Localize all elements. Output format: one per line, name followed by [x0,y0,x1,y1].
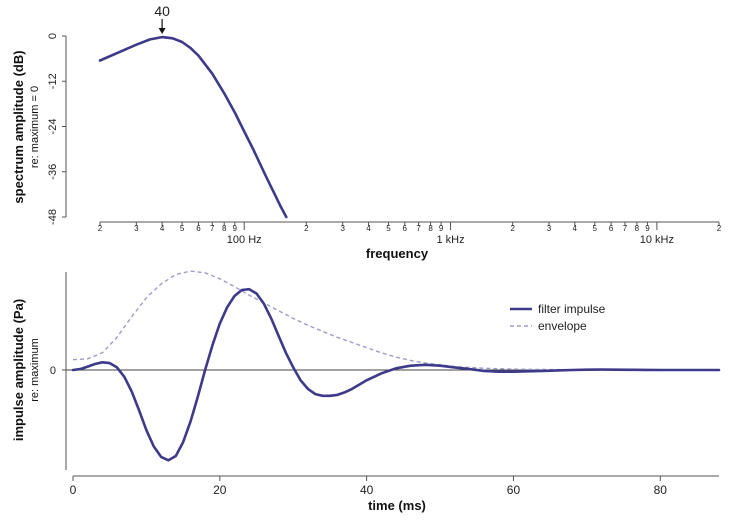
spectrum-x-minor-tick-label-24: 2 [717,224,722,233]
spectrum-x-major-tick-label-0: 100 Hz [227,234,262,246]
legend: filter impulse envelope [510,302,606,333]
spectrum-x-minor-tick-label-8: 2 [304,224,309,233]
spectrum-x-minor-tick-label-11: 5 [386,224,391,233]
spectrum-x-minor-tick-label-0: 2 [98,224,103,233]
spectrum-x-major-tick-label-1: 1 kHz [436,234,464,246]
spectrum-y-tick-label-2: -24 [47,119,59,135]
spectrum-y-ticks: 0 -12 -24 -36 -48 [47,33,66,225]
legend-label-filter-impulse: filter impulse [538,302,606,316]
spectrum-x-minor-tick-label-16: 2 [510,224,515,233]
spectrum-x-minor-tick-label-13: 7 [416,224,421,233]
peak-annotation: 40 [154,3,170,34]
impulse-x-tick-label-0: 0 [70,483,77,497]
impulse-x-axis-title: time (ms) [368,498,426,513]
spectrum-y-tick-label-1: -12 [47,73,59,89]
spectrum-x-axis-title: frequency [366,246,429,261]
spectrum-x-minor-tick-label-17: 3 [547,224,552,233]
spectrum-chart: 0-12-24-36-48 2 3 4 5 6 7 8 9 2 3 4 5 6 7 8 9 2 3 4 5 6 7 8 9 21… [11,3,722,261]
spectrum-x-minor-tick-label-12: 6 [403,224,408,233]
impulse-x-tick-label-4: 80 [654,483,668,497]
spectrum-x-minor-tick-label-15: 9 [439,224,444,233]
impulse-y-tick-label-0: 0 [50,365,56,377]
peak-arrow-head [158,28,166,34]
peak-annotation-label: 40 [154,3,170,19]
spectrum-x-minor-tick-label-5: 7 [210,224,215,233]
spectrum-x-minor-tick-label-18: 4 [573,224,578,233]
impulse-y-ticks: 0 [50,365,66,377]
spectrum-y-tick-label-0: 0 [47,33,59,39]
spectrum-y-axis-title: spectrum amplitude (dB) [11,50,26,203]
spectrum-y-tick-label-4: -48 [47,209,59,225]
spectrum-x-minor-tick-label-6: 8 [222,224,227,233]
spectrum-x-minor-tick-label-10: 4 [366,224,371,233]
impulse-y-axis-subtitle: re: maximum [29,338,41,402]
impulse-x-tick-label-1: 20 [213,483,227,497]
spectrum-x-minor-tick-label-23: 9 [645,224,650,233]
spectrum-x-minor-tick-label-1: 3 [134,224,139,233]
spectrum-x-minor-tick-label-19: 5 [593,224,598,233]
envelope-curve [72,270,719,371]
spectrum-y-axis-subtitle: re: maximum = 0 [29,86,41,168]
spectrum-x-minor-tick-label-3: 5 [180,224,185,233]
spectrum-x-major-tick-label-2: 10 kHz [640,234,674,246]
spectrum-curve [98,35,288,219]
legend-label-envelope: envelope [538,319,587,333]
spectrum-x-minor-tick-label-22: 8 [635,224,640,233]
impulse-chart: 0 0 20 40 60 80 filter impulse envelope time… [11,270,721,513]
spectrum-x-minor-tick-label-7: 9 [233,224,238,233]
impulse-y-axis-title: impulse amplitude (Pa) [11,299,26,441]
spectrum-x-minor-tick-label-14: 8 [428,224,433,233]
spectrum-y-tick-label-3: -36 [47,164,59,180]
spectrum-x-minor-tick-label-2: 4 [160,224,165,233]
impulse-x-tick-label-2: 40 [360,483,374,497]
spectrum-x-minor-tick-label-20: 6 [609,224,614,233]
filter-impulse-curve [71,287,721,462]
spectrum-x-minor-tick-label-21: 7 [623,224,628,233]
spectrum-x-minor-tick-label-9: 3 [340,224,345,233]
spectrum-x-minor-tick-label-4: 6 [196,224,201,233]
impulse-x-tick-label-3: 60 [507,483,521,497]
impulse-x-ticks: 0 20 40 60 80 [70,476,668,497]
